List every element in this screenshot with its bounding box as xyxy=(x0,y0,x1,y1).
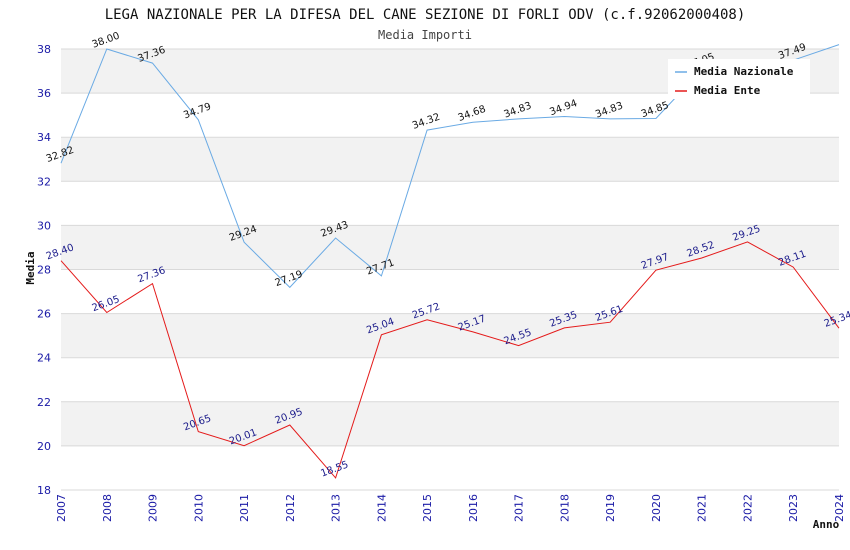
y-tick-label: 28 xyxy=(37,264,51,277)
x-tick-label: 2023 xyxy=(787,494,800,522)
x-axis-ticks: 2007 2008 2009 2010 2011 2012 2013 2014 2015 2016… xyxy=(55,494,846,522)
x-axis-label: Anno xyxy=(813,518,840,531)
legend: Media Nazionale Media Ente xyxy=(668,59,810,99)
y-tick-label: 22 xyxy=(37,396,51,409)
x-tick-label: 2007 xyxy=(55,494,68,522)
x-tick-label: 2024 xyxy=(833,494,846,522)
grid-band xyxy=(61,357,839,402)
x-tick-label: 2014 xyxy=(375,494,388,522)
grid-bands xyxy=(61,49,839,490)
grid-band xyxy=(61,313,839,358)
x-tick-label: 2018 xyxy=(558,494,571,522)
x-tick-label: 2015 xyxy=(421,494,434,522)
y-tick-label: 34 xyxy=(37,131,51,144)
x-tick-label: 2020 xyxy=(650,494,663,522)
legend-label-nazionale: Media Nazionale xyxy=(694,65,794,78)
y-axis-ticks: 18 20 22 24 26 28 30 32 34 36 38 xyxy=(37,43,51,497)
legend-label-ente: Media Ente xyxy=(694,84,761,97)
grid-band xyxy=(61,445,839,490)
x-tick-label: 2009 xyxy=(147,494,160,522)
grid-lines xyxy=(61,48,839,491)
y-tick-label: 24 xyxy=(37,352,51,365)
grid-band xyxy=(61,137,839,182)
x-tick-label: 2022 xyxy=(741,494,754,522)
y-tick-label: 30 xyxy=(37,219,51,232)
grid-band xyxy=(61,181,839,226)
x-tick-label: 2010 xyxy=(192,494,205,522)
chart-title: LEGA NAZIONALE PER LA DIFESA DEL CANE SE… xyxy=(105,7,746,23)
data-label-nazionale: 38.00 xyxy=(91,31,122,51)
chart-subtitle: Media Importi xyxy=(378,28,472,42)
x-tick-label: 2021 xyxy=(696,494,709,522)
x-tick-label: 2012 xyxy=(284,494,297,522)
y-tick-label: 18 xyxy=(37,484,51,497)
y-tick-label: 38 xyxy=(37,43,51,56)
series-line-ente xyxy=(60,241,840,479)
x-tick-label: 2016 xyxy=(467,494,480,522)
grid-band xyxy=(61,225,839,270)
x-tick-label: 2017 xyxy=(513,494,526,522)
x-tick-label: 2008 xyxy=(101,494,114,522)
y-tick-label: 32 xyxy=(37,175,51,188)
grid-band xyxy=(61,401,839,446)
y-axis-label: Media xyxy=(24,251,37,284)
grid-band xyxy=(61,93,839,138)
x-tick-label: 2013 xyxy=(330,494,343,522)
y-tick-label: 36 xyxy=(37,87,51,100)
x-tick-label: 2011 xyxy=(238,494,251,522)
y-tick-label: 26 xyxy=(37,308,51,321)
legend-box xyxy=(668,59,810,99)
x-tick-label: 2019 xyxy=(604,494,617,522)
y-tick-label: 20 xyxy=(37,440,51,453)
grid-band xyxy=(61,269,839,314)
